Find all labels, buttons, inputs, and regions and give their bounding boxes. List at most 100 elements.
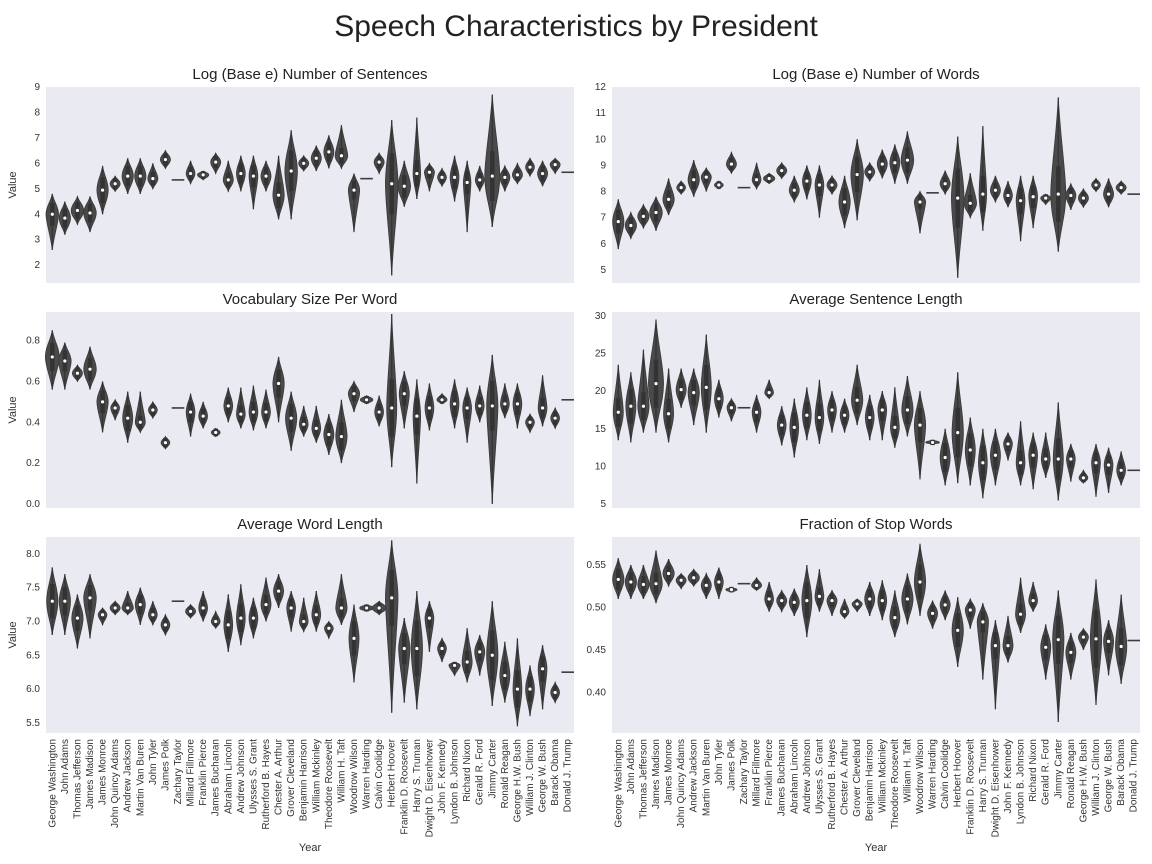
violin-median-dot [855, 172, 859, 177]
x-tick-label: Franklin D. Roosevelt [965, 739, 976, 835]
y-tick-label: 8.0 [26, 549, 40, 560]
x-tick-label: James Polk [160, 738, 171, 791]
y-tick-label: 5 [600, 265, 606, 276]
plot-background [612, 537, 1140, 733]
violin-median-dot [981, 192, 985, 196]
panel-3: Vocabulary Size Per Word 0.0 0.2 0.4 0.6 0.8 V… [7, 291, 574, 510]
violin-median-dot [251, 616, 256, 620]
violin-median-dot [415, 171, 419, 176]
violin-median-dot [1094, 637, 1098, 641]
violin-median-dot [805, 179, 809, 183]
violin-median-dot [654, 210, 658, 215]
x-tick-label: John Adams [626, 739, 637, 794]
violin-median-dot [515, 402, 520, 406]
violin-median-dot [214, 619, 218, 624]
violin-median-dot [993, 188, 998, 192]
violin-median-dot [50, 212, 54, 216]
violin-median-dot [679, 578, 683, 582]
violin-median-dot [415, 646, 419, 651]
violin-median-dot [1031, 453, 1035, 457]
y-tick-label: 8 [600, 187, 606, 198]
violin-median-dot [63, 359, 67, 363]
y-axis-label: Value [7, 621, 19, 648]
x-tick-label: Franklin Pierce [198, 739, 209, 806]
violin-median-dot [515, 173, 520, 177]
x-tick-label: Gerald R. Ford [1041, 739, 1052, 805]
x-tick-label: Millard Fillmore [186, 739, 197, 807]
violin-median-dot [188, 410, 193, 414]
violin-median-dot [905, 597, 910, 601]
violin-median-dot [1018, 612, 1023, 616]
violin-median-dot [1119, 644, 1123, 649]
violin-median-dot [704, 583, 708, 587]
y-tick-label: 7.0 [26, 616, 40, 627]
violin-median-dot [930, 440, 935, 445]
violin-median-dot [1044, 457, 1048, 461]
violin-median-dot [893, 425, 897, 429]
violin-median-dot [767, 597, 771, 601]
plot-background [46, 312, 574, 508]
violin-median-dot [792, 600, 796, 604]
x-tick-label: Rutherford B. Hayes [827, 739, 838, 830]
panel-5: Average Word Length 5.5 6.0 6.5 7.0 7.5 8.0 Val… [7, 516, 574, 854]
x-tick-label: Grover Cleveland [286, 739, 297, 817]
violin-median-dot [1106, 192, 1111, 196]
x-tick-label: James Madison [85, 739, 96, 809]
y-tick-label: 8 [34, 107, 40, 118]
panel-6: Fraction of Stop Words 0.40 0.45 0.50 0.55 Ge… [587, 516, 1140, 854]
x-tick-label: Benjamin Harrison [865, 739, 876, 821]
violin-median-dot [880, 599, 884, 603]
y-axis-label: Value [7, 396, 19, 423]
violin-median-dot [629, 580, 633, 584]
x-tick-label: Barack Obama [1116, 739, 1127, 806]
x-tick-label: Herbert Hoover [387, 738, 398, 807]
y-tick-label: 5.5 [26, 718, 40, 729]
violin-median-dot [1081, 635, 1086, 639]
x-axis-label: Year [299, 842, 322, 854]
y-tick-label: 6.0 [26, 684, 40, 695]
y-tick-label: 9 [34, 82, 40, 93]
x-tick-label: Andrew Johnson [236, 739, 247, 814]
violin-median-dot [302, 422, 306, 426]
x-tick-label: Chester A. Arthur [274, 738, 285, 815]
violin-median-dot [842, 610, 847, 614]
x-tick-label: Grover Cleveland [852, 739, 863, 817]
violin-median-dot [452, 175, 457, 179]
violin-median-dot [830, 599, 834, 603]
violin-median-dot [666, 197, 671, 201]
x-tick-label: Richard Nixon [462, 739, 473, 802]
violin-median-dot [427, 170, 432, 174]
y-tick-label: 12 [595, 82, 607, 93]
violin-median-dot [452, 663, 457, 668]
violin-median-dot [163, 623, 168, 627]
violin-median-dot [201, 606, 205, 610]
violin-median-dot [981, 461, 985, 465]
x-tick-label: James Madison [651, 739, 662, 809]
panel-title: Log (Base e) Number of Words [772, 66, 979, 83]
x-tick-label: Lyndon B. Johnson [1016, 739, 1027, 824]
violin-median-dot [616, 410, 620, 414]
y-tick-label: 7.5 [26, 583, 40, 594]
violin-median-dot [993, 644, 998, 648]
violin-median-dot [553, 163, 557, 167]
x-tick-label: Andrew Johnson [802, 739, 813, 814]
y-tick-label: 0.45 [587, 645, 607, 656]
panel-title: Average Sentence Length [789, 291, 962, 308]
violin-median-dot [314, 426, 318, 430]
violin-median-dot [717, 397, 721, 401]
violin-median-dot [981, 620, 985, 624]
violin-median-dot [239, 412, 243, 416]
violin-median-dot [239, 616, 243, 620]
y-tick-label: 11 [596, 108, 607, 119]
violin-median-dot [465, 180, 469, 185]
x-tick-label: John Tyler [148, 738, 159, 785]
x-tick-label: Abraham Lincoln [789, 739, 800, 814]
violin-median-dot [138, 602, 142, 607]
violin-median-dot [817, 594, 822, 598]
violin-median-dot [754, 583, 759, 587]
x-tick-label: James Monroe [664, 739, 675, 806]
violin-median-dot [264, 174, 268, 178]
violin-median-dot [478, 404, 482, 408]
